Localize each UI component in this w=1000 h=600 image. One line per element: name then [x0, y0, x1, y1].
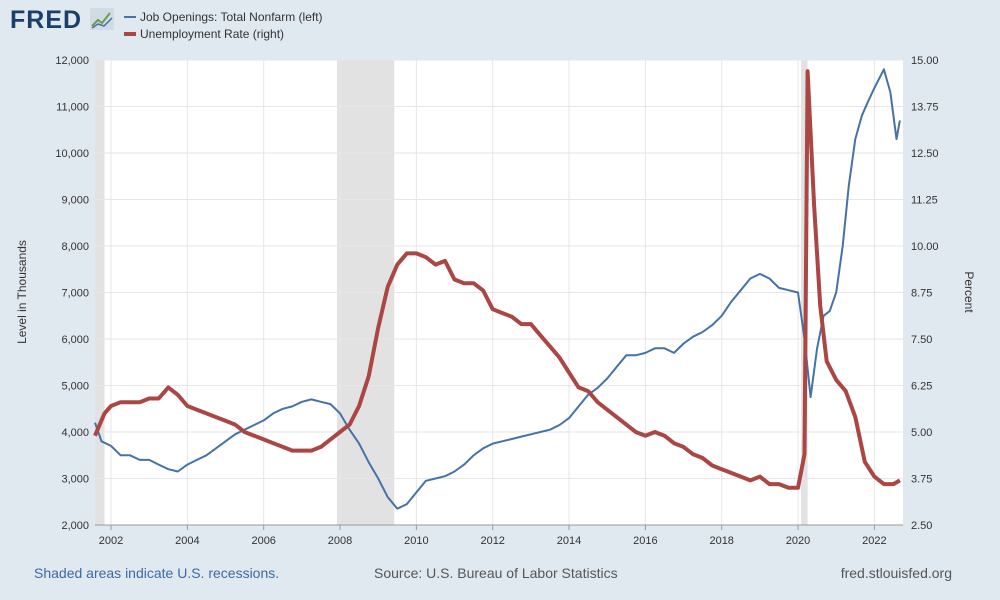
- legend-swatch-unemployment-rate: [124, 31, 136, 36]
- y-left-tick-label: 3,000: [61, 474, 89, 486]
- y-right-tick-label: 8.75: [911, 288, 932, 300]
- y-right-tick-label: 12.50: [911, 148, 939, 160]
- y-axis-left-label: Level in Thousands: [15, 240, 29, 344]
- y-left-tick-label: 2,000: [61, 520, 89, 532]
- y-left-tick-label: 6,000: [61, 334, 89, 346]
- x-tick-label: 2014: [557, 535, 581, 547]
- y-left-tick-label: 12,000: [55, 55, 89, 67]
- y-right-tick-label: 2.50: [911, 520, 932, 532]
- legend-item-unemployment-rate[interactable]: Unemployment Rate (right): [124, 25, 323, 42]
- y-left-tick-label: 10,000: [55, 148, 89, 160]
- y-left-tick-label: 9,000: [61, 195, 89, 207]
- series-line-unemployment-rate: [93, 69, 901, 490]
- y-right-tick-label: 3.75: [911, 474, 932, 486]
- y-left-tick-label: 8,000: [61, 241, 89, 253]
- y-left-tick-label: 7,000: [61, 288, 89, 300]
- fred-logo[interactable]: FRED: [10, 6, 83, 34]
- y-right-tick-label: 10.00: [911, 241, 939, 253]
- y-right-tick-label: 11.25: [911, 195, 938, 207]
- x-tick-label: 2006: [251, 535, 275, 547]
- fred-chart-icon: [90, 8, 114, 30]
- x-tick-label: 2012: [480, 535, 504, 547]
- source-note: Source: U.S. Bureau of Labor Statistics: [374, 565, 618, 581]
- x-tick-label: 2008: [328, 535, 352, 547]
- y-axis-right-label: Percent: [962, 271, 976, 313]
- y-right-tick-label: 7.50: [911, 334, 932, 346]
- x-tick-label: 2002: [99, 535, 123, 547]
- x-tick-label: 2004: [175, 535, 199, 547]
- chart-legend: Job Openings: Total Nonfarm (left) Unemp…: [124, 8, 323, 42]
- y-right-tick-label: 15.00: [911, 55, 939, 67]
- site-link[interactable]: fred.stlouisfed.org: [840, 565, 952, 581]
- y-right-tick-label: 5.00: [911, 427, 932, 439]
- y-right-tick-label: 6.25: [911, 381, 932, 393]
- y-right-tick-label: 13.75: [911, 102, 939, 114]
- y-left-tick-label: 4,000: [61, 427, 89, 439]
- legend-item-job-openings[interactable]: Job Openings: Total Nonfarm (left): [124, 8, 323, 25]
- recessions-note: Shaded areas indicate U.S. recessions.: [34, 565, 280, 581]
- y-left-tick-label: 11,000: [56, 102, 89, 114]
- x-tick-label: 2018: [709, 535, 733, 547]
- y-left-tick-label: 5,000: [61, 381, 89, 393]
- series-lines: [93, 68, 901, 510]
- legend-swatch-job-openings: [124, 15, 136, 18]
- x-tick-label: 2016: [633, 535, 657, 547]
- x-tick-label: 2022: [862, 535, 886, 547]
- legend-label-job-openings: Job Openings: Total Nonfarm (left): [140, 9, 323, 24]
- x-tick-label: 2010: [404, 535, 428, 547]
- legend-label-unemployment-rate: Unemployment Rate (right): [140, 26, 285, 41]
- x-tick-label: 2020: [786, 535, 810, 547]
- axes: 2,000 2.50 3,000 3.75 4,000 5.00 5,000 6.25 6,00…: [55, 55, 938, 547]
- chart-header: FRED Job Openings: Total Nonfarm (left) …: [0, 0, 1000, 50]
